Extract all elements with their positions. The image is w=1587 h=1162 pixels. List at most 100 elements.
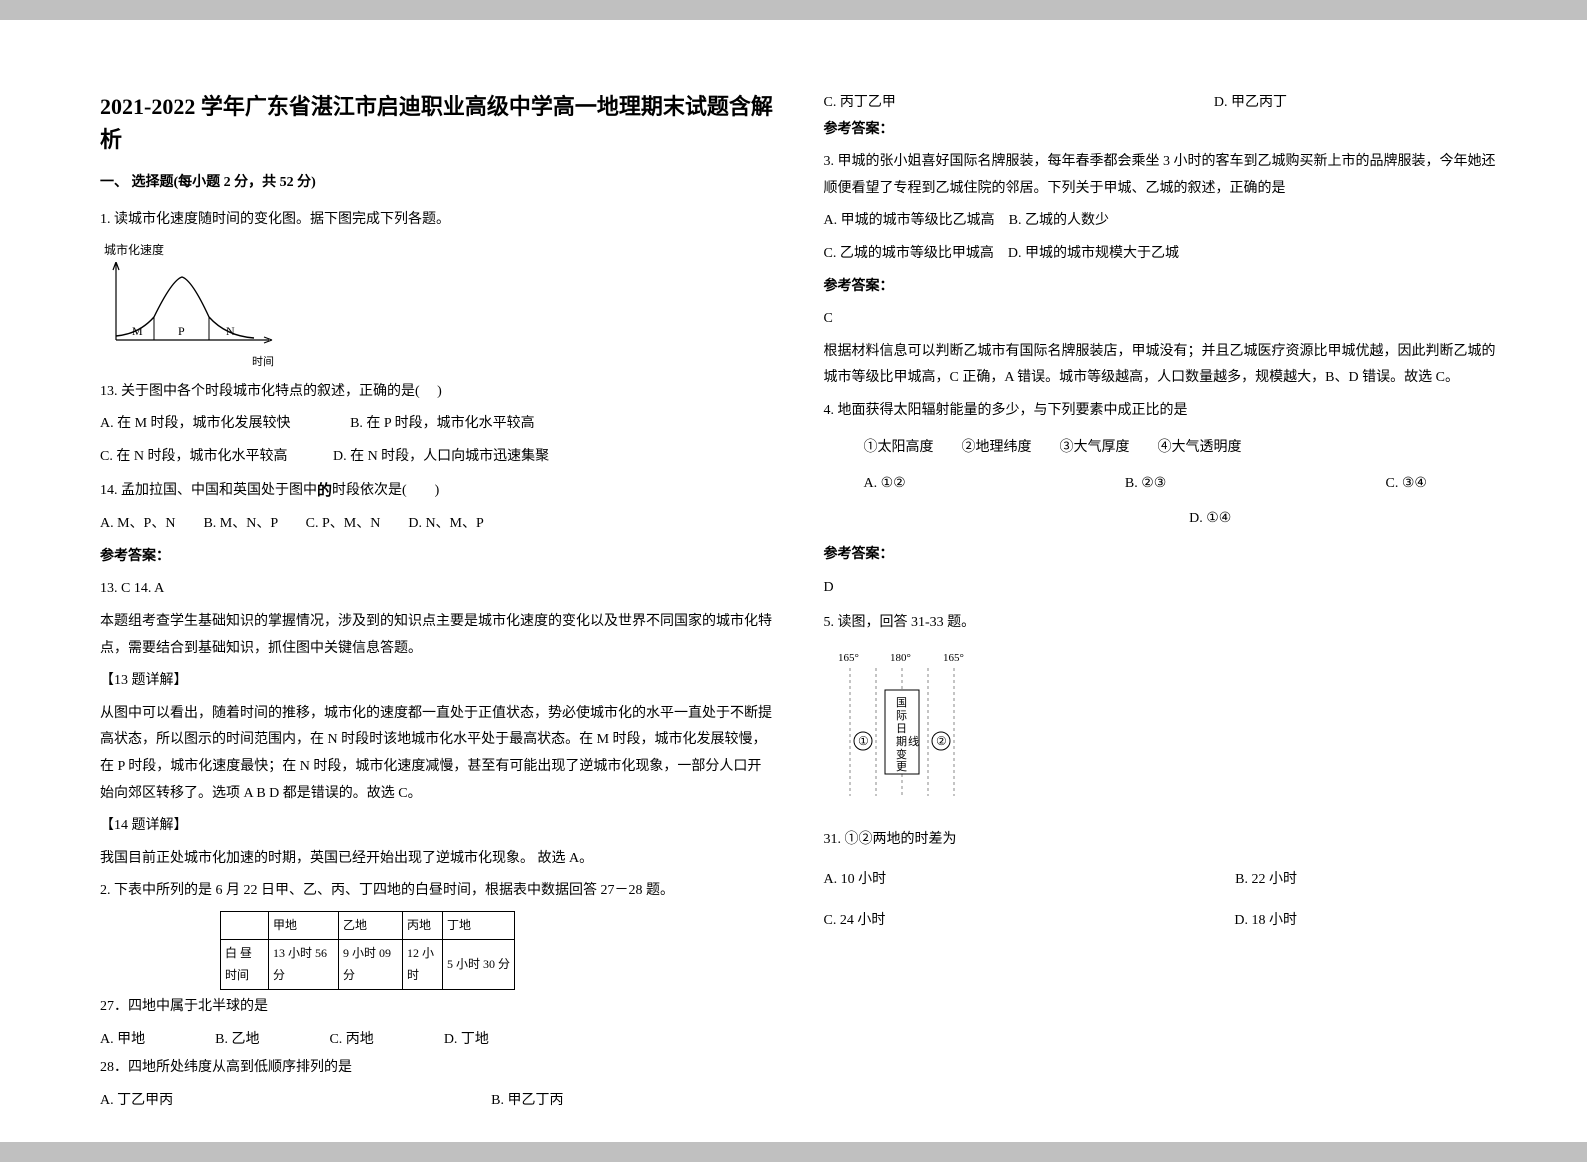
svg-text:国: 国 bbox=[896, 696, 907, 709]
q14-opts: A. M、P、N B. M、N、P C. P、M、N D. N、M、P bbox=[100, 511, 774, 538]
q4-items: ①太阳高度 ②地理纬度 ③大气厚度 ④大气透明度 bbox=[824, 435, 1498, 462]
svg-text:际: 际 bbox=[896, 709, 907, 722]
q4-opt-b: B. ②③ bbox=[1125, 471, 1166, 498]
table-cell-jia: 13 小时 56分 bbox=[269, 939, 339, 990]
q31-opts-row2: C. 24 小时 D. 18 小时 bbox=[824, 908, 1498, 935]
q14-stem: 14. 孟加拉国、中国和英国处于图中的时段依次是( ) bbox=[100, 477, 774, 506]
exam-title: 2021-2022 学年广东省湛江市启迪职业高级中学高一地理期末试题含解析 bbox=[100, 90, 774, 156]
q14-opt-d: D. N、M、P bbox=[408, 516, 483, 531]
svg-text:日: 日 bbox=[896, 723, 907, 735]
answer-3: C bbox=[824, 306, 1498, 333]
svg-text:变: 变 bbox=[896, 747, 907, 761]
right-column: C. 丙丁乙甲 D. 甲乙丙丁 参考答案： 3. 甲城的张小姐喜好国际名牌服装，… bbox=[824, 90, 1498, 1102]
q27-opt-d: D. 丁地 bbox=[444, 1027, 489, 1054]
table-cell-bing: 12 小时 bbox=[403, 939, 443, 990]
q4-opt-d-row: D. ①④ bbox=[824, 506, 1498, 533]
q28-opt-b: B. 甲乙丁丙 bbox=[491, 1088, 743, 1115]
q27-opt-c: C. 丙地 bbox=[329, 1027, 373, 1054]
q28-opts-row2: C. 丙丁乙甲 D. 甲乙丙丁 bbox=[824, 90, 1498, 117]
expl14-body: 我国目前正处城市化加速的时期，英国已经开始出现了逆城市化现象。 故选 A。 bbox=[100, 846, 774, 873]
chart-point-m: M bbox=[132, 324, 143, 338]
answer-label-4: 参考答案： bbox=[824, 542, 1498, 569]
q27-stem: 27．四地中属于北半球的是 bbox=[100, 994, 774, 1021]
q28-opt-a: A. 丁乙甲丙 bbox=[100, 1088, 173, 1115]
q13-opt-a: A. 在 M 时段，城市化发展较快 bbox=[100, 416, 291, 431]
q31-opt-a: A. 10 小时 bbox=[824, 867, 887, 894]
chart-canvas: M P N bbox=[104, 262, 274, 352]
q31-stem: 31. ①②两地的时差为 bbox=[824, 827, 1498, 854]
q3-opt-c: C. 乙城的城市等级比甲城高 bbox=[824, 246, 994, 261]
q4-opts-row1: A. ①② B. ②③ C. ③④ bbox=[824, 471, 1498, 498]
section-1-heading: 一、 选择题(每小题 2 分，共 52 分) bbox=[100, 170, 774, 197]
q3-opt-a: A. 甲城的城市等级比乙城高 bbox=[824, 213, 995, 228]
answer-4: D bbox=[824, 575, 1498, 602]
q27-opt-a: A. 甲地 bbox=[100, 1027, 145, 1054]
q3-opts-row2: C. 乙城的城市等级比甲城高 D. 甲城的城市规模大于乙城 bbox=[824, 241, 1498, 268]
expl3-body: 根据材料信息可以判断乙城市有国际名牌服装店，甲城没有；并且乙城医疗资源比甲城优越… bbox=[824, 339, 1498, 392]
table-header-jia: 甲地 bbox=[269, 911, 339, 939]
q13-stem: 13. 关于图中各个时段城市化特点的叙述，正确的是( ) bbox=[100, 379, 774, 406]
q13-opt-c: C. 在 N 时段，城市化水平较高 bbox=[100, 449, 287, 464]
q4-stem: 4. 地面获得太阳辐射能量的多少，与下列要素中成正比的是 bbox=[824, 398, 1498, 425]
chart-y-label: 城市化速度 bbox=[104, 239, 774, 262]
q28-opts-row1: A. 丁乙甲丙 B. 甲乙丁丙 bbox=[100, 1088, 774, 1115]
chart-point-n: N bbox=[226, 324, 235, 338]
q14-opt-c: C. P、M、N bbox=[306, 516, 381, 531]
lon-right: 165° bbox=[943, 652, 964, 664]
q1-stem: 1. 读城市化速度随时间的变化图。据下图完成下列各题。 bbox=[100, 207, 774, 234]
svg-text:更: 更 bbox=[896, 761, 907, 773]
q4-opt-d: D. ①④ bbox=[1189, 511, 1231, 526]
expl13-body: 从图中可以看出，随着时间的推移，城市化的速度都一直处于正值状态，势必使城市化的水… bbox=[100, 701, 774, 807]
q31-opts-row1: A. 10 小时 B. 22 小时 bbox=[824, 867, 1498, 894]
svg-text:线: 线 bbox=[908, 734, 919, 748]
q27-opt-b: B. 乙地 bbox=[215, 1027, 259, 1054]
answer-13-14: 13. C 14. A bbox=[100, 576, 774, 603]
left-column: 2021-2022 学年广东省湛江市启迪职业高级中学高一地理期末试题含解析 一、… bbox=[100, 90, 774, 1102]
answer-label-1: 参考答案： bbox=[100, 544, 774, 571]
table-row: 甲地 乙地 丙地 丁地 bbox=[221, 911, 515, 939]
q3-opt-d: D. 甲城的城市规模大于乙城 bbox=[1008, 246, 1179, 261]
q3-opts-row1: A. 甲城的城市等级比乙城高 B. 乙城的人数少 bbox=[824, 208, 1498, 235]
q13-opts-row1: A. 在 M 时段，城市化发展较快 B. 在 P 时段，城市化水平较高 bbox=[100, 411, 774, 438]
q5-stem: 5. 读图，回答 31-33 题。 bbox=[824, 610, 1498, 637]
diagram-label-1: ① bbox=[858, 734, 869, 748]
svg-text:期: 期 bbox=[896, 735, 907, 748]
q13-opt-b: B. 在 P 时段，城市化水平较高 bbox=[350, 416, 535, 431]
answer-label-2: 参考答案： bbox=[824, 117, 1498, 144]
urbanization-chart: 城市化速度 M P N 时间 bbox=[104, 239, 774, 373]
q31-opt-b: B. 22 小时 bbox=[1235, 867, 1467, 894]
q14-stem-pre: 14. 孟加拉国、中国和英国处于图中 bbox=[100, 483, 317, 498]
dateline-svg: 165° 180° 165° 国 际 日 期 变 更 线 ① bbox=[828, 646, 1018, 806]
lon-left: 165° bbox=[838, 652, 859, 664]
daylight-table: 甲地 乙地 丙地 丁地 白 昼 时间 13 小时 56分 9 小时 09分 12… bbox=[220, 911, 515, 990]
expl14-head: 【14 题详解】 bbox=[100, 813, 774, 840]
q14-stem-post: 时段依次是( ) bbox=[332, 483, 439, 498]
q27-opts: A. 甲地 B. 乙地 C. 丙地 D. 丁地 bbox=[100, 1027, 774, 1054]
diagram-label-2: ② bbox=[936, 734, 947, 748]
table-header-blank bbox=[221, 911, 269, 939]
q4-opt-c: C. ③④ bbox=[1386, 471, 1467, 498]
page-container: 2021-2022 学年广东省湛江市启迪职业高级中学高一地理期末试题含解析 一、… bbox=[0, 20, 1587, 1142]
table-header-yi: 乙地 bbox=[339, 911, 403, 939]
q14-opt-a: A. M、P、N bbox=[100, 516, 175, 531]
lon-mid: 180° bbox=[890, 652, 911, 664]
chart-svg: M P N bbox=[104, 262, 274, 352]
q3-stem: 3. 甲城的张小姐喜好国际名牌服装，每年春季都会乘坐 3 小时的客车到乙城购买新… bbox=[824, 149, 1498, 202]
q31-opt-c: C. 24 小时 bbox=[824, 908, 886, 935]
q4-opt-a: A. ①② bbox=[864, 471, 906, 498]
q13-opts-row2: C. 在 N 时段，城市化水平较高 D. 在 N 时段，人口向城市迅速集聚 bbox=[100, 444, 774, 471]
q28-opt-d: D. 甲乙丙丁 bbox=[1214, 90, 1467, 117]
q13-opt-d: D. 在 N 时段，人口向城市迅速集聚 bbox=[333, 449, 549, 464]
table-row: 白 昼 时间 13 小时 56分 9 小时 09分 12 小时 5 小时 30 … bbox=[221, 939, 515, 990]
q28-opt-c: C. 丙丁乙甲 bbox=[824, 90, 896, 117]
chart-point-p: P bbox=[178, 324, 185, 338]
q14-opt-b: B. M、N、P bbox=[203, 516, 277, 531]
table-header-ding: 丁地 bbox=[443, 911, 515, 939]
table-row-label: 白 昼 时间 bbox=[221, 939, 269, 990]
dateline-diagram: 165° 180° 165° 国 际 日 期 变 更 线 ① bbox=[828, 646, 1498, 817]
chart-x-label: 时间 bbox=[104, 352, 274, 373]
explanation-intro: 本题组考查学生基础知识的掌握情况，涉及到的知识点主要是城市化速度的变化以及世界不… bbox=[100, 609, 774, 662]
expl13-head: 【13 题详解】 bbox=[100, 668, 774, 695]
table-header-bing: 丙地 bbox=[403, 911, 443, 939]
table-cell-ding: 5 小时 30 分 bbox=[443, 939, 515, 990]
